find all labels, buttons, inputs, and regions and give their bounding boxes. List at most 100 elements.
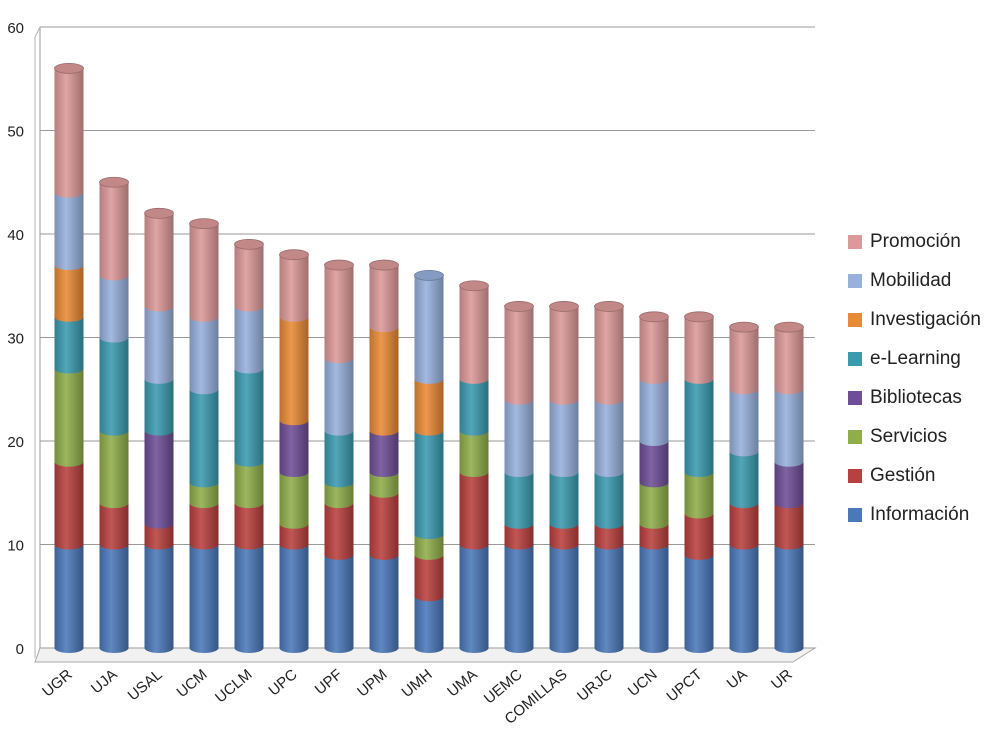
x-tick-label: UCN — [625, 666, 661, 700]
bar-segment-investigaci-n — [54, 265, 84, 322]
bar-segment-promoci-n — [729, 327, 759, 395]
legend-swatch — [848, 273, 862, 288]
bar-segment-informaci-n — [54, 544, 84, 653]
legend-label: Mobilidad — [870, 269, 952, 291]
legend-swatch — [848, 312, 862, 327]
bar-segment-informaci-n — [504, 544, 534, 653]
bar-stack-uma — [459, 280, 489, 653]
bar-top-cap — [414, 269, 444, 281]
bar-segment-informaci-n — [99, 544, 129, 653]
bar-segment-mobilidad — [189, 316, 219, 395]
bar-top-cap — [324, 259, 354, 271]
bar-segment-informaci-n — [549, 544, 579, 653]
bar-segment-gesti-n — [234, 503, 264, 550]
bar-segment-gesti-n — [369, 492, 399, 560]
x-tick-label: UMA — [444, 666, 480, 700]
legend-item: Servicios — [848, 417, 998, 456]
bar-stack-ur — [774, 321, 804, 653]
bar-stack-urjc — [594, 301, 624, 653]
bar-stack-upf — [324, 259, 354, 653]
bar-segment-e-learning — [684, 378, 714, 478]
bar-stack-ugr — [54, 63, 84, 653]
bar-segment-promoci-n — [279, 254, 309, 322]
bar-top-cap — [729, 321, 759, 333]
bar-segment-informaci-n — [414, 596, 444, 653]
y-tick-label: 30 — [7, 331, 24, 348]
x-tick-label: URJC — [574, 666, 616, 705]
bar-segment-mobilidad — [324, 358, 354, 436]
bar-segment-e-learning — [459, 378, 489, 436]
legend-label: e-Learning — [870, 347, 961, 369]
bar-segment-servicios — [234, 461, 264, 509]
bar-segment-informaci-n — [639, 544, 669, 653]
bar-segment-informaci-n — [144, 544, 174, 653]
x-tick-label: UA — [724, 666, 751, 692]
bar-segment-bibliotecas — [144, 430, 174, 529]
legend-item: Información — [848, 495, 998, 534]
bar-stack-usal — [144, 207, 174, 653]
x-tick-label: UCM — [173, 666, 210, 701]
x-tick-label: UPC — [265, 666, 300, 699]
bar-stack-umh — [414, 269, 444, 653]
bar-segment-informaci-n — [729, 544, 759, 653]
bar-segment-servicios — [99, 430, 129, 509]
legend-swatch — [848, 390, 862, 405]
bar-segment-informaci-n — [594, 544, 624, 653]
bar-segment-e-learning — [414, 430, 444, 540]
x-tick-label: UGR — [39, 666, 76, 701]
bar-top-cap — [99, 176, 129, 188]
legend-item: Bibliotecas — [848, 378, 998, 417]
bar-stack-uemc — [504, 301, 534, 653]
bar-segment-e-learning — [189, 389, 219, 488]
bar-top-cap — [504, 301, 534, 312]
legend-item: Investigación — [848, 300, 998, 339]
bar-top-cap — [774, 321, 804, 333]
y-tick-label: 60 — [7, 20, 24, 37]
chart-legend: Promoción Mobilidad Investigación e-Learnin… — [848, 222, 998, 534]
bar-segment-investigaci-n — [279, 316, 309, 426]
y-tick-label: 50 — [7, 124, 24, 141]
bar-segment-gesti-n — [324, 503, 354, 560]
bar-segment-bibliotecas — [774, 461, 804, 509]
bar-segment-mobilidad — [99, 275, 129, 343]
legend-label: Gestión — [870, 464, 936, 486]
bar-segment-gesti-n — [54, 461, 84, 550]
bar-segment-mobilidad — [729, 389, 759, 457]
bar-segment-e-learning — [549, 472, 579, 529]
bar-segment-investigaci-n — [414, 378, 444, 436]
y-tick-label: 20 — [7, 434, 24, 451]
bar-segment-mobilidad — [639, 378, 669, 447]
bar-segment-servicios — [369, 472, 399, 498]
legend-label: Información — [870, 503, 970, 525]
bar-segment-gesti-n — [99, 503, 129, 550]
bar-segment-promoci-n — [369, 265, 399, 333]
bar-segment-promoci-n — [189, 223, 219, 322]
bar-segment-informaci-n — [234, 544, 264, 653]
bar-segment-mobilidad — [234, 306, 264, 374]
bar-segment-gesti-n — [504, 523, 534, 550]
legend-label: Promoción — [870, 230, 961, 252]
bar-segment-promoci-n — [639, 316, 669, 384]
bar-segment-informaci-n — [459, 544, 489, 653]
legend-swatch — [848, 234, 862, 249]
bar-segment-bibliotecas — [639, 441, 669, 488]
bar-segment-promoci-n — [99, 182, 129, 281]
bar-top-cap — [639, 311, 669, 323]
bar-top-cap — [369, 259, 399, 271]
x-tick-label: UPM — [354, 666, 390, 700]
bar-segment-e-learning — [324, 430, 354, 488]
bar-stack-ucn — [639, 311, 669, 653]
x-tick-label: UPCT — [663, 666, 705, 705]
bar-segment-gesti-n — [684, 513, 714, 560]
y-tick-label: 40 — [7, 227, 24, 244]
legend-swatch — [848, 468, 862, 483]
bar-segment-informaci-n — [774, 544, 804, 653]
bar-segment-e-learning — [99, 337, 129, 436]
bar-top-cap — [549, 301, 579, 312]
bar-segment-servicios — [684, 472, 714, 519]
bar-segment-promoci-n — [774, 327, 804, 395]
x-tick-label: UR — [768, 666, 796, 693]
bar-segment-mobilidad — [144, 306, 174, 384]
bar-segment-servicios — [54, 368, 84, 467]
